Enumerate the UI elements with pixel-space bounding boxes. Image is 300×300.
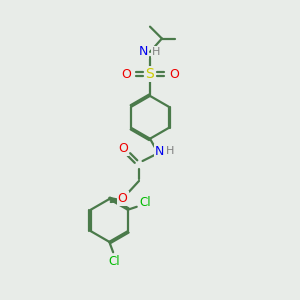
Text: S: S	[146, 67, 154, 81]
Text: N: N	[155, 145, 164, 158]
Text: O: O	[169, 68, 179, 81]
Text: O: O	[118, 142, 128, 155]
Text: H: H	[166, 146, 174, 156]
Text: N: N	[139, 45, 148, 58]
Text: Cl: Cl	[139, 196, 151, 209]
Text: O: O	[118, 192, 128, 205]
Text: Cl: Cl	[108, 255, 120, 268]
Text: H: H	[152, 47, 161, 57]
Text: O: O	[121, 68, 131, 81]
